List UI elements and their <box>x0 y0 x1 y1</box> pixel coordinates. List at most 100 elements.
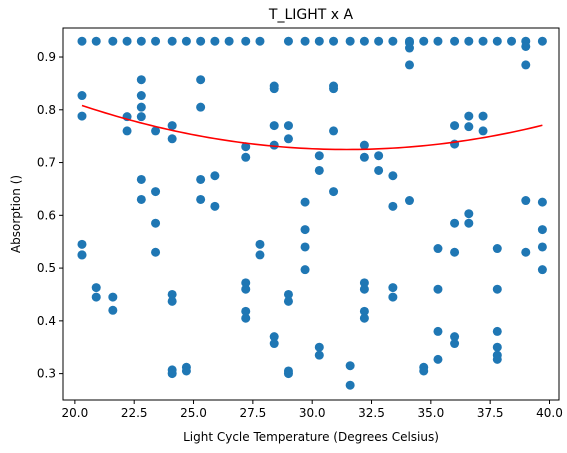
data-point <box>136 112 146 122</box>
data-point <box>329 126 339 136</box>
data-point <box>450 332 460 342</box>
data-point <box>492 244 502 254</box>
y-tick-label: 0.9 <box>37 50 56 64</box>
chart-title: T_LIGHT x A <box>268 7 354 23</box>
x-tick-label: 35.0 <box>417 406 444 420</box>
data-point <box>464 209 474 219</box>
data-point <box>151 126 161 136</box>
data-point <box>136 174 146 184</box>
data-point <box>433 36 443 46</box>
data-point <box>374 36 384 46</box>
data-point <box>210 36 220 46</box>
data-point <box>464 111 474 121</box>
data-point <box>241 36 251 46</box>
data-point <box>492 36 502 46</box>
data-point <box>314 165 324 175</box>
data-point <box>404 196 414 206</box>
data-point <box>537 36 547 46</box>
data-point <box>241 142 251 152</box>
data-point <box>359 36 369 46</box>
data-point <box>388 36 398 46</box>
data-point <box>269 140 279 150</box>
data-point <box>419 36 429 46</box>
data-point <box>464 122 474 132</box>
data-point <box>521 41 531 51</box>
y-axis: 0.3 0.4 0.5 0.6 0.7 0.8 0.9 <box>37 50 63 381</box>
data-point <box>269 121 279 131</box>
data-point <box>450 121 460 131</box>
data-point <box>283 121 293 131</box>
data-point <box>122 126 132 136</box>
data-point <box>359 278 369 288</box>
data-point <box>329 187 339 197</box>
data-point <box>91 36 101 46</box>
data-point <box>151 187 161 197</box>
data-point <box>151 218 161 228</box>
data-point <box>167 134 177 144</box>
data-point <box>196 174 206 184</box>
data-point <box>314 342 324 352</box>
data-point <box>255 239 265 249</box>
data-point <box>77 239 87 249</box>
data-point <box>521 60 531 70</box>
data-point <box>433 244 443 254</box>
x-tick-label: 32.5 <box>358 406 385 420</box>
x-axis: 20.0 22.5 25.0 27.5 30.0 32.5 35.0 37.5 40.0 <box>62 400 563 420</box>
data-point <box>433 284 443 294</box>
data-point <box>108 292 118 302</box>
data-point <box>196 194 206 204</box>
data-point <box>359 152 369 162</box>
data-point <box>300 197 310 207</box>
data-point <box>450 36 460 46</box>
data-point <box>196 75 206 85</box>
x-tick-label: 25.0 <box>180 406 207 420</box>
x-tick-label: 27.5 <box>239 406 266 420</box>
data-point <box>77 250 87 260</box>
data-point <box>136 75 146 85</box>
data-point <box>269 84 279 94</box>
y-tick-label: 0.8 <box>37 103 56 117</box>
y-tick-label: 0.3 <box>37 367 56 381</box>
data-point <box>283 369 293 379</box>
data-point <box>359 313 369 323</box>
data-point <box>345 36 355 46</box>
x-tick-label: 40.0 <box>536 406 563 420</box>
data-point <box>388 292 398 302</box>
y-tick-label: 0.6 <box>37 208 56 222</box>
data-point <box>196 36 206 46</box>
data-point <box>241 284 251 294</box>
data-point <box>167 289 177 299</box>
data-point <box>167 36 177 46</box>
data-point <box>464 218 474 228</box>
data-point <box>167 121 177 131</box>
data-point <box>283 134 293 144</box>
data-point <box>345 361 355 371</box>
data-point <box>433 326 443 336</box>
data-point <box>300 225 310 235</box>
data-point <box>91 283 101 293</box>
data-point <box>136 36 146 46</box>
data-point <box>241 306 251 316</box>
data-point <box>181 36 191 46</box>
data-point <box>359 140 369 150</box>
data-point <box>388 283 398 293</box>
data-point <box>181 366 191 376</box>
data-point <box>136 91 146 101</box>
data-point <box>329 36 339 46</box>
data-point <box>167 296 177 306</box>
data-point <box>404 60 414 70</box>
data-point <box>314 151 324 161</box>
data-point <box>151 36 161 46</box>
data-point <box>151 247 161 257</box>
plot-area <box>77 36 547 390</box>
data-point <box>374 165 384 175</box>
data-point <box>241 152 251 162</box>
data-point <box>450 218 460 228</box>
data-point <box>136 194 146 204</box>
data-point <box>359 284 369 294</box>
data-point <box>478 36 488 46</box>
data-point <box>492 342 502 352</box>
data-point <box>404 43 414 53</box>
data-point <box>269 332 279 342</box>
